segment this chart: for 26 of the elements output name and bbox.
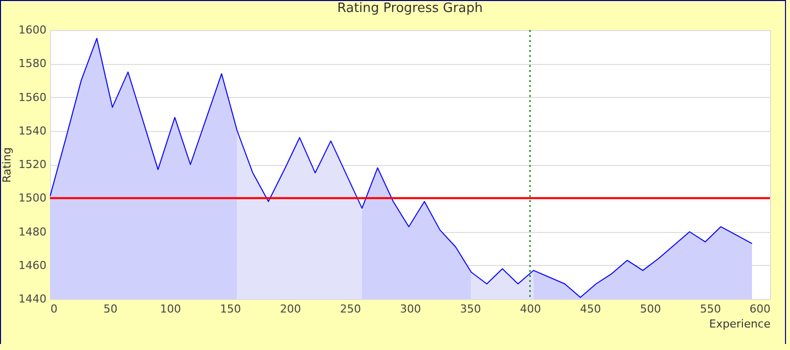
x-tick-label: 400 — [520, 302, 541, 316]
x-tick-label: 0 — [50, 302, 58, 316]
y-tick-label: 1600 — [18, 24, 46, 36]
x-tick-label: 100 — [160, 302, 181, 316]
x-tick-label: 250 — [340, 302, 361, 316]
x-tick-label: 550 — [700, 302, 721, 316]
y-axis-title: Rating — [0, 147, 14, 183]
x-tick-label: 150 — [220, 302, 241, 316]
y-tick-label: 1520 — [18, 158, 46, 171]
y-tick-label: 1500 — [18, 192, 46, 205]
y-tick-label: 1540 — [18, 124, 46, 138]
x-axis-title: Experience — [709, 318, 771, 330]
x-tick-label: 200 — [280, 302, 301, 316]
y-tick-label: 1440 — [18, 292, 46, 306]
x-tick-label: 350 — [460, 302, 481, 316]
y-tick-label: 1580 — [18, 57, 46, 70]
y-tick-label: 1460 — [18, 258, 46, 272]
x-tick-label: 50 — [104, 302, 118, 316]
chart-title: Rating Progress Graph — [337, 1, 483, 16]
y-tick-label: 1560 — [18, 90, 46, 104]
x-tick-label: 600 — [750, 302, 770, 316]
x-tick-label: 500 — [640, 302, 661, 316]
x-tick-label: 450 — [580, 302, 601, 316]
line-series — [50, 38, 752, 298]
y-tick-label: 1480 — [18, 225, 46, 238]
x-tick-label: 300 — [400, 302, 421, 316]
